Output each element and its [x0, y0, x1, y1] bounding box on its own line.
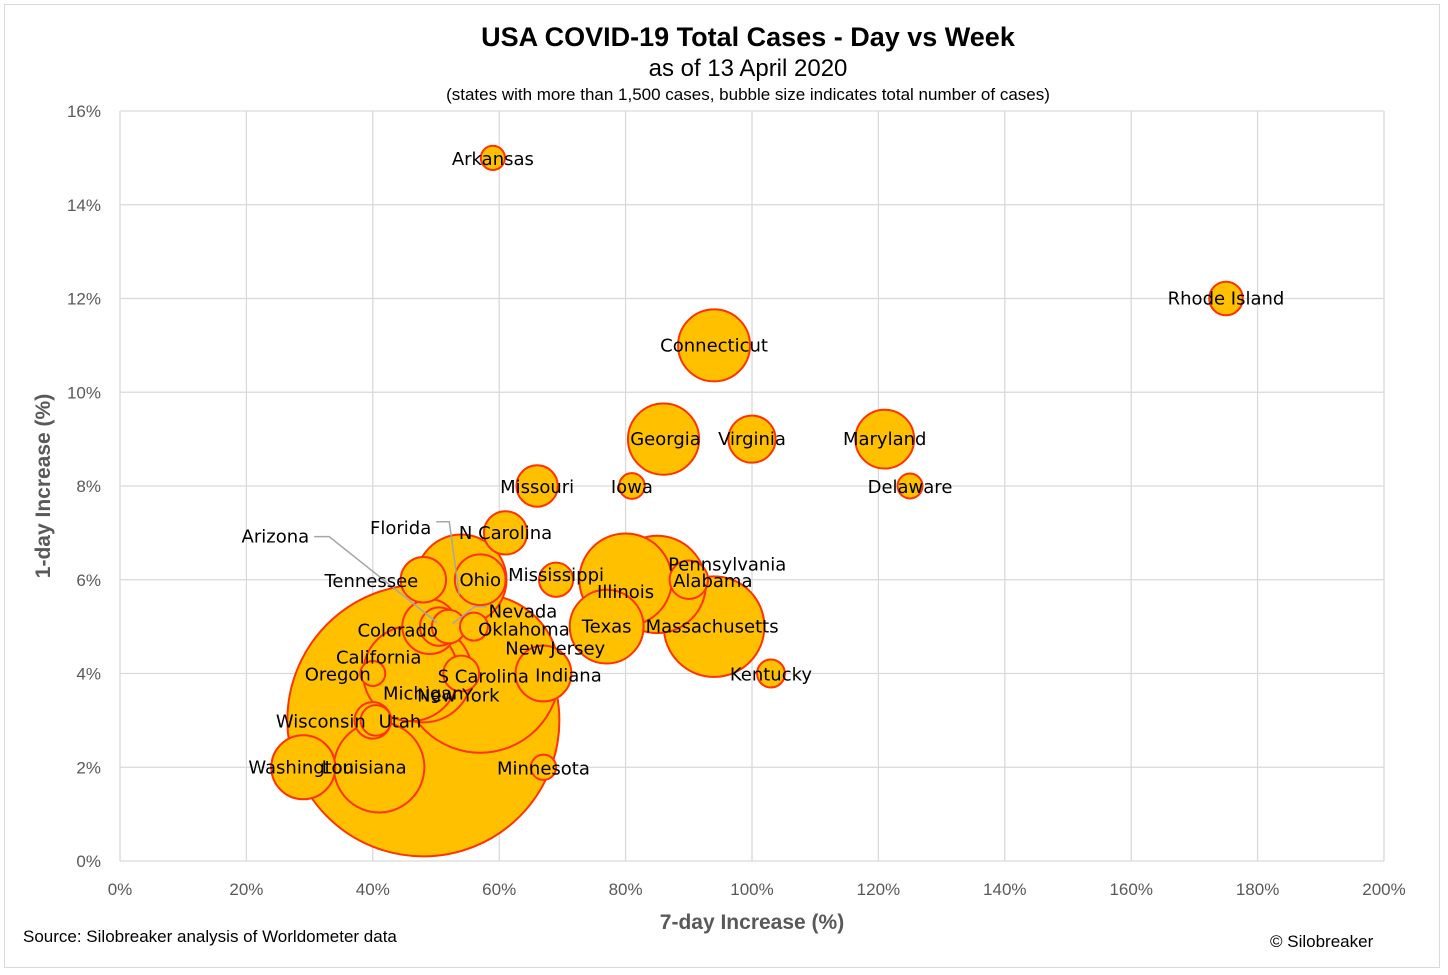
label-utah: Utah: [379, 711, 422, 732]
label-ohio: Ohio: [459, 570, 501, 591]
bubble-missouri: [515, 464, 559, 508]
bubble-n-carolina: [482, 510, 529, 556]
x-tick-label: 120%: [857, 880, 900, 899]
bubble-minnesota: [529, 753, 558, 781]
bubble-s-carolina: [442, 654, 481, 693]
label-oklahoma: Oklahoma: [478, 620, 570, 641]
x-tick-label: 80%: [609, 880, 643, 899]
x-tick-label: 160%: [1109, 880, 1152, 899]
label-delaware: Delaware: [868, 477, 953, 498]
bubble-washington: [270, 734, 337, 801]
bubble-tennessee: [399, 556, 448, 604]
label-s-carolina: S Carolina: [438, 667, 529, 688]
label-nevada: Nevada: [489, 602, 558, 623]
chart-subtitle: as of 13 April 2020: [648, 55, 848, 82]
copyright-note: © Silobreaker: [1270, 932, 1374, 951]
y-tick-label: 6%: [76, 571, 101, 590]
label-michigan: Michigan: [383, 684, 464, 705]
y-tick-label: 2%: [76, 758, 101, 777]
x-tick-label: 180%: [1236, 880, 1279, 899]
x-tick-label: 0%: [108, 880, 133, 899]
label-massachusetts: Massachusetts: [646, 617, 779, 638]
bubble-alabama: [668, 559, 710, 600]
bubble-connecticut: [677, 308, 752, 383]
y-tick-label: 16%: [67, 102, 101, 121]
label-pennsylvania: Pennsylvania: [668, 554, 786, 575]
label-florida: Florida: [370, 518, 431, 539]
label-georgia: Georgia: [630, 429, 701, 450]
y-tick-label: 12%: [67, 290, 101, 309]
label-n-carolina: N Carolina: [459, 523, 552, 544]
label-rhode-island: Rhode Island: [1168, 289, 1285, 310]
bubble-virginia: [727, 414, 777, 464]
bubble-ohio: [453, 553, 507, 607]
bubble-iowa: [618, 472, 646, 500]
bubble-kentucky: [756, 658, 786, 689]
bubble-labels: New York New Jersey Michigan California Mass…: [242, 149, 1285, 779]
gridlines: [119, 110, 1385, 862]
label-wisconsin: Wisconsin: [276, 711, 366, 732]
label-louisiana: Louisiana: [322, 757, 407, 778]
leader-florida: [436, 521, 461, 595]
x-tick-label: 140%: [983, 880, 1026, 899]
label-maryland: Maryland: [843, 429, 926, 450]
tick-labels: 0% 20% 40% 60% 80% 100% 120% 140% 160% 180% 200% 0%…: [67, 102, 1406, 899]
bubble-delaware: [896, 472, 924, 500]
label-iowa: Iowa: [611, 477, 653, 498]
y-tick-label: 4%: [76, 665, 101, 684]
y-tick-label: 10%: [67, 383, 101, 402]
bubble-maryland: [854, 408, 916, 470]
chart-note: (states with more than 1,500 cases, bubb…: [446, 85, 1050, 104]
x-tick-label: 200%: [1362, 880, 1405, 899]
bubble-rhode-island: [1208, 280, 1244, 317]
label-mississippi: Mississippi: [508, 565, 604, 586]
bubble-indiana: [514, 644, 573, 703]
bubble-utah: [359, 704, 393, 737]
bubbles: [270, 144, 1244, 858]
source-note: Source: Silobreaker analysis of Worldome…: [23, 927, 397, 946]
label-missouri: Missouri: [500, 477, 574, 498]
leader-lines: [314, 521, 487, 625]
label-minnesota: Minnesota: [497, 758, 590, 779]
bubble-mississippi: [537, 561, 575, 598]
y-tick-label: 0%: [76, 852, 101, 871]
x-tick-label: 20%: [229, 880, 263, 899]
label-arkansas: Arkansas: [452, 149, 534, 170]
y-tick-label: 8%: [76, 477, 101, 496]
leader-nevada: [452, 605, 487, 625]
label-colorado: Colorado: [357, 621, 437, 642]
label-connecticut: Connecticut: [660, 335, 768, 356]
label-oregon: Oregon: [305, 665, 371, 686]
label-illinois: Illinois: [597, 582, 654, 603]
y-tick-label: 14%: [67, 196, 101, 215]
bubble-oklahoma: [458, 611, 489, 642]
label-virginia: Virginia: [718, 429, 786, 450]
label-tennessee: Tennessee: [323, 571, 418, 592]
label-indiana: Indiana: [535, 666, 602, 687]
bubble-texas: [568, 588, 645, 665]
label-texas: Texas: [581, 617, 632, 638]
label-california: California: [336, 648, 421, 669]
bubble-arkansas: [479, 144, 506, 171]
label-alabama: Alabama: [673, 571, 752, 592]
x-tick-label: 40%: [356, 880, 390, 899]
x-axis-title: 7-day Increase (%): [660, 911, 844, 934]
label-arizona: Arizona: [242, 527, 310, 548]
y-axis-title: 1-day Increase (%): [32, 394, 55, 578]
label-kentucky: Kentucky: [730, 665, 813, 686]
label-washington: Washington: [248, 757, 354, 778]
x-tick-label: 100%: [730, 880, 773, 899]
chart-title: USA COVID-19 Total Cases - Day vs Week: [481, 22, 1015, 52]
bubble-oregon: [359, 660, 387, 687]
label-new-jersey: New Jersey: [505, 639, 605, 660]
x-tick-label: 60%: [482, 880, 516, 899]
bubble-georgia: [626, 402, 701, 476]
leader-arizona: [314, 535, 438, 624]
label-new-york: New York: [417, 685, 500, 706]
